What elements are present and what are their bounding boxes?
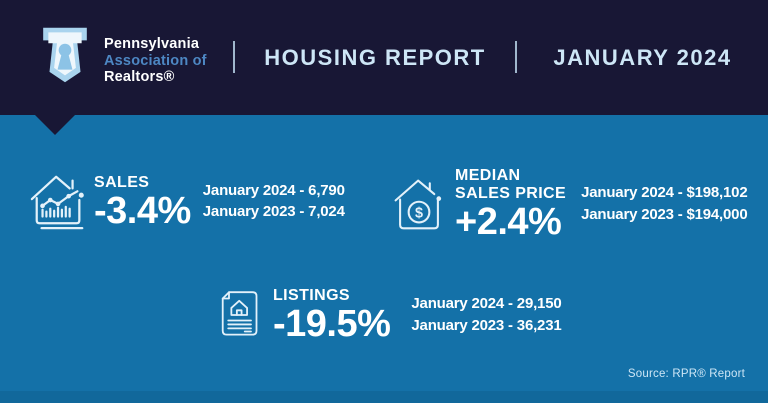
source-credit: Source: RPR® Report	[627, 368, 745, 380]
bottom-accent-strip	[0, 391, 768, 403]
header-bar: Pennsylvania Association of Realtors® HO…	[0, 0, 768, 115]
stat-sales-label: SALES	[94, 174, 191, 192]
stat-listings-value-2024: January 2024 - 29,150	[411, 295, 562, 312]
house-chart-icon	[30, 175, 84, 230]
brand-line-3: Realtors®	[104, 69, 175, 85]
stat-listings-values: January 2024 - 29,150 January 2023 - 36,…	[411, 293, 561, 336]
stat-median-sales-price: $ MEDIAN SALES PRICE +2.4% January 2024 …	[392, 167, 748, 243]
brand-line-1: Pennsylvania	[104, 36, 200, 52]
brand-line-2: Association of	[104, 52, 207, 69]
stat-listings-percent: -19.5%	[273, 303, 391, 345]
svg-text:$: $	[415, 205, 423, 221]
stat-median-percent: +2.4%	[455, 201, 562, 243]
stat-sales-value-2024: January 2024 - 6,790	[202, 181, 345, 199]
stat-sales-values: January 2024 - 6,790 January 2023 - 7,02…	[203, 180, 345, 223]
stat-median-value-2023: January 2023 - $194,000	[581, 205, 748, 223]
brand-name: Pennsylvania Association of Realtors®	[104, 36, 207, 86]
report-title: HOUSING REPORT	[264, 44, 486, 70]
stat-sales: SALES -3.4% January 2024 - 6,790 January…	[28, 170, 345, 232]
stat-median-label-line1: MEDIAN	[455, 167, 521, 184]
header-divider-left	[233, 41, 235, 73]
header-divider-right	[515, 41, 517, 73]
stat-listings-label-line1: LISTINGS	[273, 287, 350, 304]
stat-sales-value-2023: January 2023 - 7,024	[202, 203, 345, 220]
stat-median-label: MEDIAN SALES PRICE	[455, 167, 566, 203]
stat-median-values: January 2024 - $198,102 January 2023 - $…	[581, 182, 748, 225]
stat-sales-label-line1: SALES	[94, 173, 150, 191]
report-period: JANUARY 2024	[553, 44, 732, 70]
stat-listings-main: LISTINGS -19.5%	[273, 287, 391, 345]
stat-median-label-line2: SALES PRICE	[455, 185, 567, 202]
keystone-logo-icon	[43, 27, 87, 83]
stat-sales-main: SALES -3.4%	[94, 174, 191, 232]
listing-document-icon	[221, 290, 258, 336]
header-pointer-notch	[35, 115, 75, 135]
stat-listings-label: LISTINGS	[273, 287, 390, 305]
house-dollar-icon: $	[394, 179, 442, 229]
stat-median-value-2024: January 2024 - $198,102	[581, 184, 748, 201]
stat-listings-value-2023: January 2023 - 36,231	[411, 316, 562, 334]
stat-listings: LISTINGS -19.5% January 2024 - 29,150 Ja…	[218, 287, 562, 345]
stat-median-main: MEDIAN SALES PRICE +2.4%	[455, 167, 566, 243]
stat-sales-percent: -3.4%	[94, 189, 191, 232]
